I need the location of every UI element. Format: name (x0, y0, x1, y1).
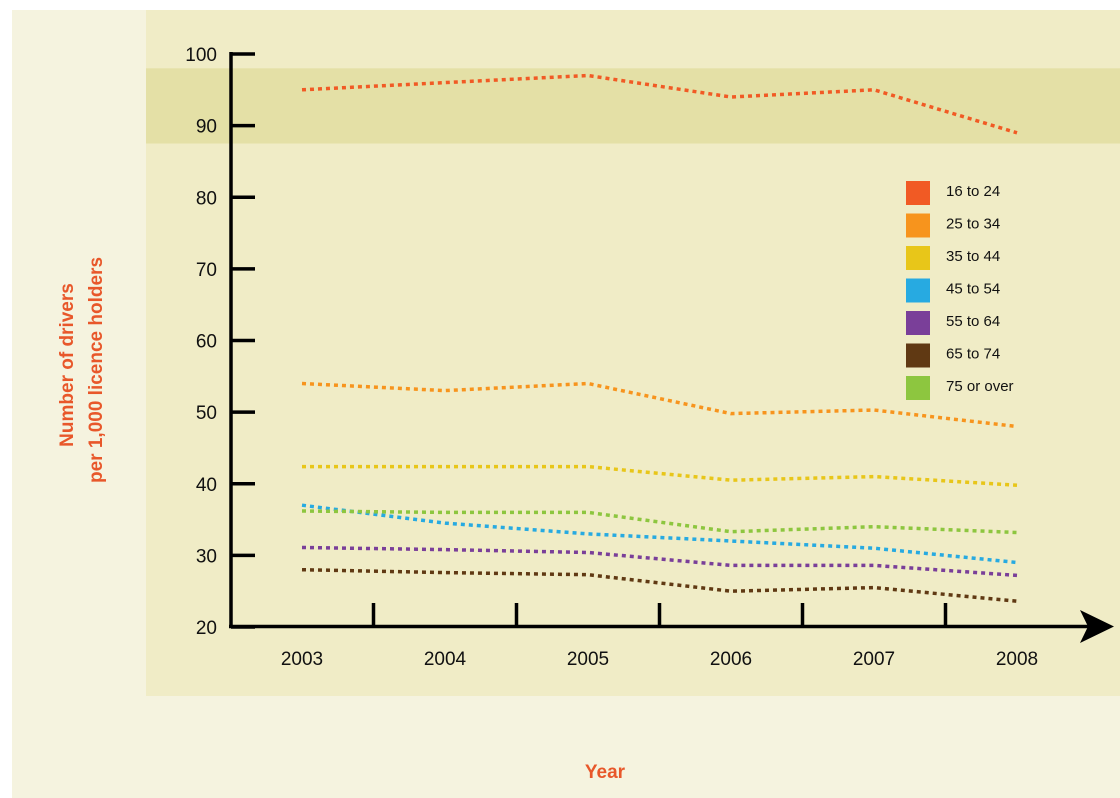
legend-label-4: 55 to 64 (946, 313, 1000, 330)
y-tick-label-6: 80 (196, 188, 217, 209)
series-lines (301, 73, 1018, 603)
legend-swatch-5 (906, 343, 930, 368)
x-tick-label-0: 2003 (281, 649, 323, 670)
y-axis-title-line1: Number of drivers (57, 283, 78, 447)
highlight-band (146, 68, 1120, 144)
x-axis-ticks: 2003 2004 2005 2006 2007 2008 (281, 603, 1038, 670)
y-tick-label-0: 20 (196, 618, 217, 639)
legend-swatch-0 (906, 181, 930, 205)
legend-label-6: 75 or over (946, 378, 1014, 395)
y-tick-label-3: 50 (196, 403, 217, 424)
x-tick-label-3: 2006 (710, 649, 752, 670)
legend-label-3: 45 to 54 (946, 281, 1000, 298)
x-axis-arrow (1080, 610, 1114, 643)
y-tick-label-2: 40 (196, 475, 217, 496)
y-axis-title-line2: per 1,000 licence holders (86, 257, 107, 483)
x-tick-label-1: 2004 (424, 649, 467, 670)
legend-label-5: 65 to 74 (946, 346, 1000, 363)
y-axis-ticks: 20 30 40 50 60 70 80 90 100 (185, 45, 255, 639)
legend: 16 to 24 25 to 34 35 to 44 45 to 54 55 to 64… (906, 181, 1014, 400)
x-axis-title: Year (585, 762, 626, 783)
legend-swatch-3 (906, 278, 930, 303)
series-line-3 (301, 503, 1018, 565)
y-tick-label-7: 90 (196, 117, 217, 138)
y-tick-label-5: 70 (196, 260, 217, 281)
legend-label-0: 16 to 24 (946, 183, 1000, 200)
legend-label-1: 25 to 34 (946, 216, 1000, 233)
legend-swatch-2 (906, 246, 930, 270)
x-tick-label-2: 2005 (567, 649, 609, 670)
x-tick-label-4: 2007 (853, 649, 895, 670)
legend-swatch-6 (906, 376, 930, 400)
y-tick-label-1: 30 (196, 546, 217, 567)
legend-swatch-1 (906, 213, 930, 238)
y-tick-label-8: 100 (185, 45, 217, 66)
legend-label-2: 35 to 44 (946, 248, 1000, 265)
legend-swatch-4 (906, 311, 930, 335)
x-tick-label-5: 2008 (996, 649, 1038, 670)
y-tick-label-4: 60 (196, 332, 217, 353)
